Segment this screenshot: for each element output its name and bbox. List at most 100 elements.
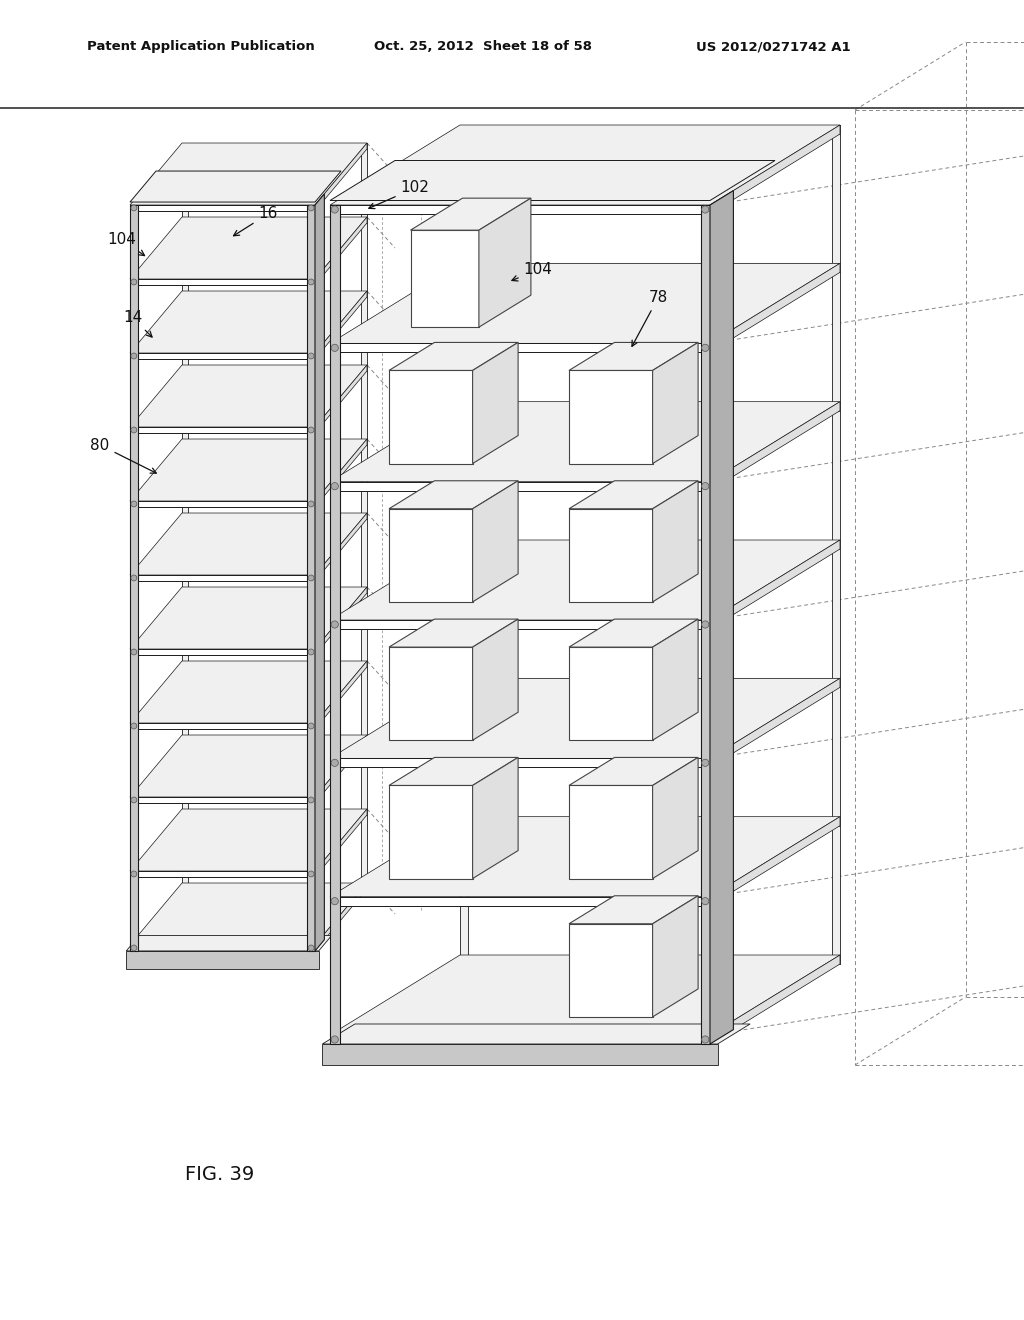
Circle shape [701,620,709,628]
Polygon shape [182,883,367,888]
Polygon shape [315,143,367,211]
Polygon shape [130,172,341,202]
Polygon shape [130,809,367,871]
Circle shape [701,345,709,351]
Polygon shape [473,619,518,741]
Polygon shape [330,161,775,201]
Polygon shape [307,205,315,950]
Polygon shape [460,125,840,135]
Polygon shape [182,290,367,297]
Polygon shape [700,205,710,1044]
Polygon shape [360,143,367,888]
Circle shape [701,759,709,767]
Polygon shape [710,540,840,630]
Polygon shape [130,723,315,729]
Polygon shape [330,263,840,343]
Polygon shape [130,502,315,507]
Circle shape [308,205,314,211]
Polygon shape [710,125,840,214]
Polygon shape [710,817,840,906]
Polygon shape [652,758,698,879]
Polygon shape [389,508,473,602]
Polygon shape [182,809,367,814]
Polygon shape [182,513,367,519]
Polygon shape [130,649,315,655]
Polygon shape [473,480,518,602]
Circle shape [131,723,137,729]
Circle shape [331,483,338,490]
Polygon shape [710,678,840,767]
Polygon shape [411,198,530,230]
Circle shape [308,871,314,876]
Circle shape [331,759,338,767]
Text: 80: 80 [90,437,157,473]
Polygon shape [315,366,367,433]
Polygon shape [473,758,518,879]
Polygon shape [460,263,840,272]
Polygon shape [569,758,698,785]
Circle shape [131,205,137,211]
Circle shape [308,279,314,285]
Polygon shape [182,143,188,888]
Polygon shape [710,263,840,352]
Polygon shape [130,576,315,581]
Polygon shape [130,735,367,797]
Polygon shape [130,279,315,285]
Polygon shape [130,797,315,803]
Polygon shape [130,143,367,205]
Polygon shape [652,342,698,463]
Polygon shape [315,194,325,950]
Polygon shape [130,205,315,211]
Polygon shape [569,619,698,647]
Circle shape [701,206,709,213]
Polygon shape [182,661,367,667]
Polygon shape [315,883,367,950]
Polygon shape [130,587,367,649]
Polygon shape [130,290,367,352]
Polygon shape [130,352,315,359]
Polygon shape [315,513,367,581]
Circle shape [131,426,137,433]
Circle shape [308,576,314,581]
Polygon shape [460,678,840,688]
Circle shape [701,1036,709,1043]
Polygon shape [710,190,733,1044]
Polygon shape [315,809,367,876]
Polygon shape [130,205,138,950]
Polygon shape [460,401,840,411]
Text: FIG. 39: FIG. 39 [185,1166,255,1184]
Circle shape [331,620,338,628]
Circle shape [308,426,314,433]
Circle shape [131,576,137,581]
Polygon shape [330,1035,710,1044]
Polygon shape [130,216,367,279]
Polygon shape [330,125,840,205]
Circle shape [131,649,137,655]
Polygon shape [389,371,473,463]
Circle shape [131,502,137,507]
Polygon shape [330,758,710,767]
Polygon shape [315,440,367,507]
Polygon shape [569,342,698,371]
Polygon shape [569,647,652,741]
Polygon shape [389,647,473,741]
Polygon shape [323,1044,718,1065]
Polygon shape [130,440,367,502]
Polygon shape [315,661,367,729]
Text: 104: 104 [512,263,552,281]
Polygon shape [389,342,518,371]
Circle shape [308,723,314,729]
Circle shape [131,871,137,876]
Circle shape [331,206,338,213]
Circle shape [308,649,314,655]
Polygon shape [330,817,840,896]
Polygon shape [130,871,315,876]
Polygon shape [330,896,710,906]
Text: 14: 14 [123,310,152,337]
Circle shape [308,945,314,950]
Polygon shape [569,785,652,879]
Polygon shape [182,735,367,741]
Circle shape [331,1036,338,1043]
Circle shape [701,898,709,904]
Polygon shape [330,620,710,630]
